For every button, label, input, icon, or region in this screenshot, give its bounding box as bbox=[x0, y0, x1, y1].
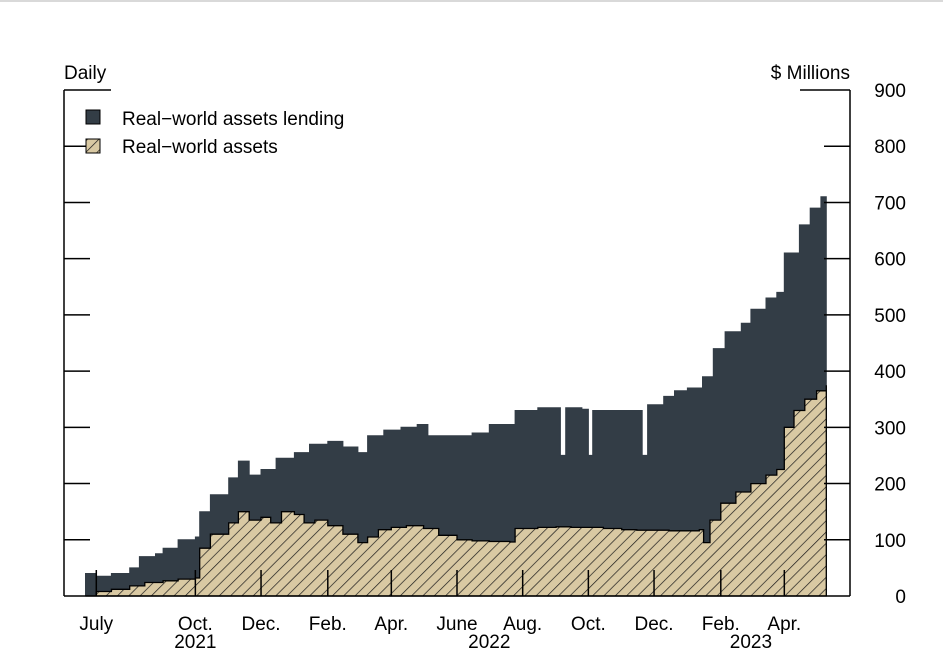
area-real-world-assets bbox=[85, 385, 827, 597]
x-tick-label: Feb. bbox=[702, 614, 740, 635]
frequency-label: Daily bbox=[64, 63, 107, 84]
x-tick-label: July bbox=[79, 614, 113, 635]
ticks: 0 100 200 300 400 500 600 700 800 900 July Oct. Dec.… bbox=[64, 81, 906, 653]
x-tick-label: Oct. bbox=[178, 614, 213, 635]
y-tick-label: 200 bbox=[874, 475, 906, 496]
x-tick-label: Aug. bbox=[503, 614, 542, 635]
year-label: 2022 bbox=[468, 632, 510, 653]
x-tick-label: Dec. bbox=[634, 614, 673, 635]
series-areas bbox=[85, 196, 827, 597]
y-tick-label: 700 bbox=[874, 193, 906, 214]
y-tick-label: 900 bbox=[874, 81, 906, 102]
legend-label-lending: Real−world assets lending bbox=[122, 109, 344, 130]
y-tick-label: 300 bbox=[874, 418, 906, 439]
x-tick-label: Feb. bbox=[309, 614, 347, 635]
year-label: 2023 bbox=[730, 632, 772, 653]
legend-swatch-lending bbox=[85, 109, 101, 125]
legend-swatch-assets bbox=[85, 138, 101, 154]
top-rule bbox=[0, 0, 943, 2]
x-tick-label: Dec. bbox=[241, 614, 280, 635]
area-real-world-assets-lending bbox=[85, 196, 827, 597]
x-tick-label: Oct. bbox=[571, 614, 606, 635]
y-tick-label: 600 bbox=[874, 250, 906, 271]
unit-label: $ Millions bbox=[771, 63, 850, 84]
year-label: 2021 bbox=[174, 632, 216, 653]
y-tick-label: 500 bbox=[874, 306, 906, 327]
legend-label-assets: Real−world assets bbox=[122, 137, 278, 158]
y-tick-label: 400 bbox=[874, 362, 906, 383]
x-tick-label: Apr. bbox=[767, 614, 801, 635]
x-tick-label: Apr. bbox=[374, 614, 408, 635]
y-tick-label: 0 bbox=[895, 587, 906, 608]
y-tick-label: 100 bbox=[874, 531, 906, 552]
legend: Real−world assets lending Real−world ass… bbox=[85, 109, 344, 158]
y-tick-label: 800 bbox=[874, 137, 906, 158]
x-tick-label: June bbox=[436, 614, 477, 635]
